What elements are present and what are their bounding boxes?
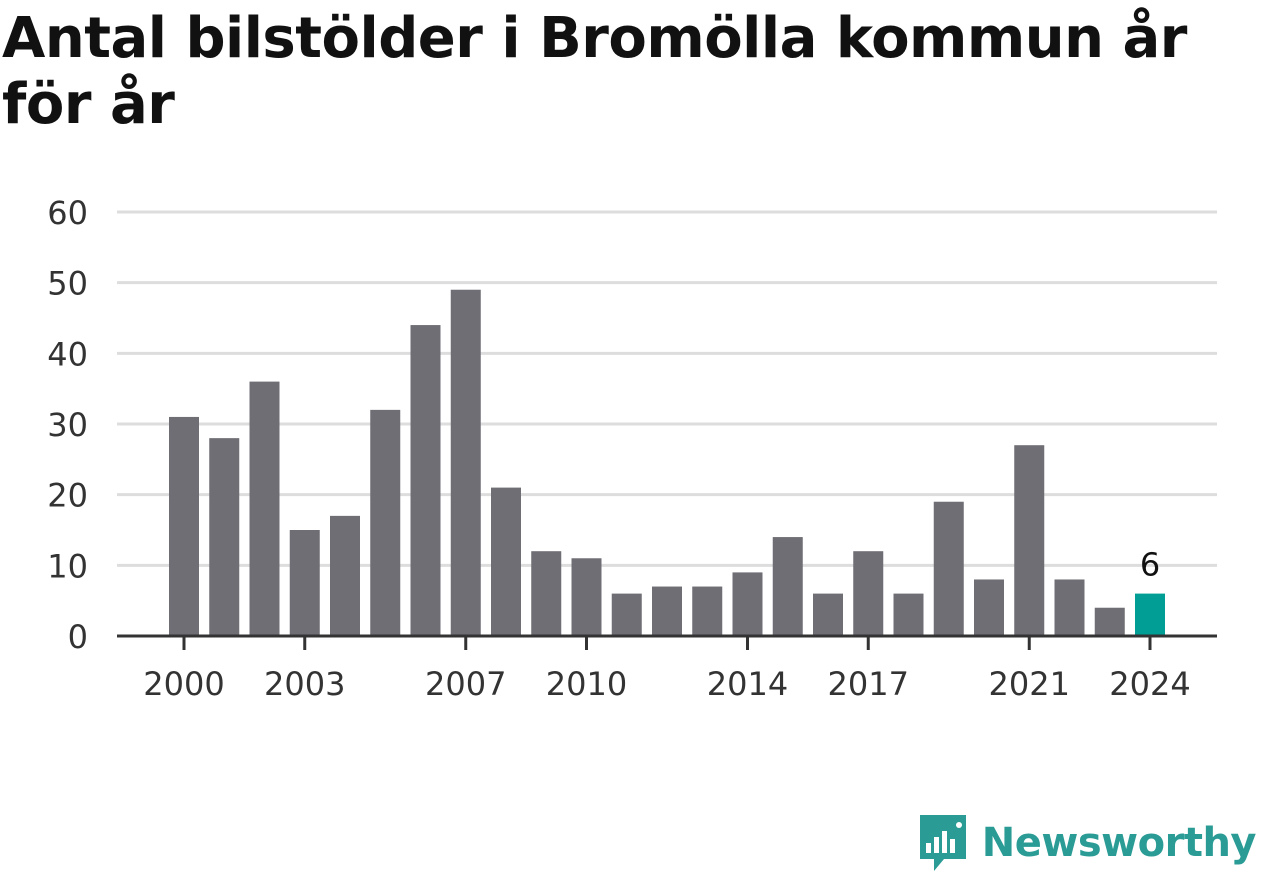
bar-2002 [249,381,280,636]
bar-2009 [531,551,562,636]
y-tick-label: 50 [47,265,88,303]
chart-title: Antal bilstölder i Bromölla kommun år fö… [2,6,1187,137]
bar-2004 [330,515,360,636]
bar-2007 [450,289,481,636]
y-tick-label: 10 [47,547,88,585]
bar-2016 [813,593,843,636]
x-tick-label: 2007 [425,665,506,703]
bar-2019 [933,501,964,636]
bar-2024 [1135,593,1165,636]
bar-2022 [1054,579,1085,636]
y-tick-label: 30 [47,406,88,444]
bar-2011 [611,593,642,636]
y-tick-label: 20 [47,477,88,515]
bar-chart: 0 10 20 30 40 50 60 6 2000 2003 2007 2010 2014 2017… [47,194,1217,703]
bar-2006 [410,325,441,636]
x-tick-label: 2003 [264,665,345,703]
bar-2018 [893,593,924,636]
annotations: 6 [1140,546,1160,584]
x-tick-label: 2021 [989,665,1070,703]
y-tick-label: 0 [68,618,88,656]
bar-2014 [732,572,763,636]
y-axis-labels: 0 10 20 30 40 50 60 [47,194,88,656]
bar-2008 [491,487,521,636]
newsworthy-logo: Newsworthy [918,811,1257,875]
data-label-2024: 6 [1140,546,1160,584]
bar-2001 [209,438,240,636]
x-tick-label: 2000 [143,665,224,703]
x-axis: 2000 2003 2007 2010 2014 2017 2021 2024 [117,634,1217,703]
x-tick-label: 2010 [546,665,627,703]
bar-2021 [1014,445,1045,636]
brand-name: Newsworthy [981,820,1257,866]
bar-2017 [853,551,884,636]
bar-2005 [370,409,401,636]
bar-2000 [169,416,199,636]
bar-2012 [652,586,682,636]
bars [169,289,1165,636]
bar-2020 [974,579,1004,636]
bar-2023 [1094,607,1125,636]
newsworthy-logo-icon [919,815,966,871]
y-tick-label: 60 [47,194,88,232]
x-tick-label: 2024 [1109,665,1190,703]
gridlines [117,210,1217,567]
bar-2010 [571,558,602,636]
x-tick-label: 2014 [707,665,788,703]
bar-2003 [289,530,320,636]
y-tick-label: 40 [47,335,88,373]
bar-2013 [692,586,723,636]
x-tick-label: 2017 [828,665,909,703]
bar-2015 [772,537,803,636]
